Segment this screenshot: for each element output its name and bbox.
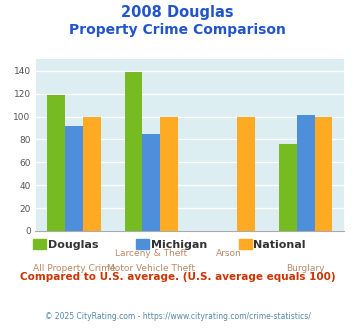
Bar: [142, 134, 160, 231]
Bar: [315, 116, 332, 231]
Text: All Property Crime: All Property Crime: [33, 264, 115, 273]
Text: Arson: Arson: [215, 249, 241, 258]
Text: Burglary: Burglary: [286, 264, 325, 273]
Bar: [65, 126, 83, 231]
Bar: [279, 144, 297, 231]
Text: Compared to U.S. average. (U.S. average equals 100): Compared to U.S. average. (U.S. average …: [20, 272, 335, 282]
Text: © 2025 CityRating.com - https://www.cityrating.com/crime-statistics/: © 2025 CityRating.com - https://www.city…: [45, 312, 310, 321]
Text: Property Crime Comparison: Property Crime Comparison: [69, 23, 286, 37]
Text: 2008 Douglas: 2008 Douglas: [121, 5, 234, 20]
Text: Michigan: Michigan: [151, 240, 207, 250]
Bar: [48, 95, 65, 231]
Bar: [160, 116, 178, 231]
Text: Larceny & Theft: Larceny & Theft: [115, 249, 187, 258]
Text: Douglas: Douglas: [48, 240, 98, 250]
Text: National: National: [253, 240, 306, 250]
Text: Motor Vehicle Theft: Motor Vehicle Theft: [107, 264, 195, 273]
Bar: [125, 72, 142, 231]
Bar: [83, 116, 101, 231]
Bar: [237, 116, 255, 231]
Bar: [297, 115, 315, 231]
